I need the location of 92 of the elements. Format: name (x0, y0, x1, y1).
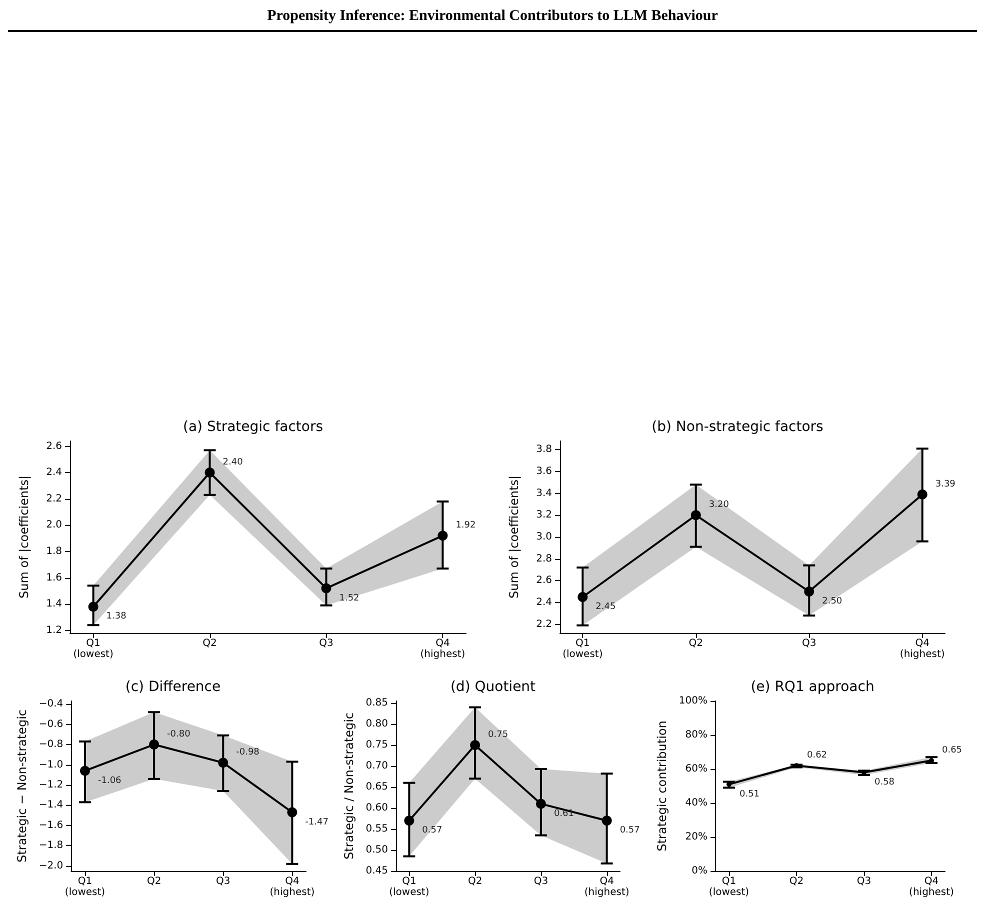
y-tick-label: 20% (685, 832, 708, 842)
y-tick-label: −1.6 (38, 820, 64, 831)
data-label: 0.58 (874, 777, 895, 788)
x-tick-label: Q4 (highest) (900, 638, 945, 660)
y-tick-label: 0.65 (366, 782, 388, 793)
x-tick-label: Q1 (lowest) (73, 638, 114, 660)
y-tick-label: 0.45 (366, 866, 388, 876)
y-tick-label: 2.2 (46, 493, 62, 504)
x-tick-label: Q2 (202, 638, 217, 649)
y-tick-label: −0.4 (38, 698, 64, 710)
y-tick-label: 3.4 (536, 488, 552, 499)
x-tick-label: Q4 (highest) (909, 876, 954, 898)
x-tick-label: Q4 (highest) (420, 638, 466, 660)
data-label: 0.61 (554, 808, 574, 819)
y-tick-label: 60% (685, 764, 708, 774)
y-tick-label: 0.85 (366, 698, 388, 709)
x-tick-label: Q2 (789, 876, 804, 887)
y-tick-label: 3.6 (536, 466, 552, 478)
data-label: -0.80 (167, 730, 191, 740)
text: Propensity Inference: Environmental Contributors to LLM Behaviour (267, 8, 718, 24)
y-tick-label: 2.6 (46, 440, 62, 452)
x-tick-label: Q3 (216, 876, 230, 887)
x-tick-label: Q2 (146, 876, 162, 887)
y-axis-title: Strategic − Non-strategic (15, 709, 29, 863)
x-tick-label: Q3 (319, 638, 334, 649)
y-tick-label: 3.2 (536, 510, 552, 521)
data-label: -0.98 (236, 748, 260, 758)
x-tick-label: Q2 (468, 876, 482, 887)
x-tick-label: Q2 (688, 638, 703, 649)
x-tick-label: Q3 (534, 876, 548, 887)
data-label: 3.39 (935, 479, 956, 490)
y-tick-label: 2.4 (46, 467, 62, 478)
y-tick-label: 3.8 (536, 444, 552, 456)
y-tick-label: −1.2 (38, 779, 64, 790)
x-tick-label: Q1 (lowest) (708, 876, 750, 898)
y-tick-label: 0.50 (366, 844, 388, 856)
data-label: 3.20 (708, 500, 730, 510)
y-tick-label: −0.8 (38, 739, 64, 750)
chart-title: (a) Strategic factors (183, 419, 323, 435)
data-label: 2.45 (596, 602, 616, 612)
data-label: 2.50 (822, 596, 842, 607)
x-tick-label: Q4 (highest) (584, 876, 630, 898)
y-axis-title: Strategic / Non-strategic (342, 712, 356, 860)
chart-title: (e) RQ1 approach (750, 679, 874, 695)
data-label: 1.92 (456, 520, 476, 531)
data-label: 1.52 (339, 593, 360, 604)
y-tick-label: −1.0 (38, 759, 64, 770)
y-tick-label: 0.55 (366, 824, 388, 835)
data-label: 0.62 (806, 750, 828, 761)
data-label: 2.40 (222, 458, 244, 468)
y-tick-label: 0% (692, 866, 708, 876)
y-tick-label: 2.4 (536, 596, 552, 608)
y-tick-label: −0.6 (38, 718, 64, 730)
y-tick-label: 2.6 (536, 575, 552, 586)
data-label: 0.51 (739, 789, 760, 800)
y-tick-label: 0.75 (366, 740, 388, 751)
y-tick-label: 3.0 (536, 532, 552, 542)
y-tick-label: 0.80 (366, 718, 388, 730)
y-axis-title: Sum of |coefficients| (17, 476, 31, 598)
y-tick-label: 2.0 (46, 520, 62, 531)
data-label: 0.57 (422, 826, 442, 836)
data-label: -1.47 (305, 817, 328, 828)
x-tick-label: Q1 (lowest) (562, 638, 603, 660)
y-tick-label: 0.70 (366, 760, 388, 772)
chart-title: (b) Non-strategic factors (652, 419, 824, 435)
y-tick-label: 100% (678, 696, 708, 706)
data-label: 0.65 (942, 746, 962, 756)
x-tick-label: Q1 (lowest) (64, 876, 106, 898)
y-tick-label: −2.0 (38, 860, 64, 872)
y-tick-label: 1.8 (46, 546, 62, 557)
y-tick-label: 40% (685, 798, 708, 808)
chart-title: (d) Quotient (450, 679, 536, 695)
data-label: 0.75 (488, 730, 508, 740)
x-tick-label: Q3 (802, 638, 816, 649)
y-tick-label: 80% (685, 730, 708, 740)
chart-title: (c) Difference (125, 679, 221, 695)
y-tick-label: −1.8 (38, 840, 64, 852)
y-tick-label: 2.8 (536, 553, 552, 564)
y-tick-label: 2.2 (536, 618, 552, 630)
x-tick-label: Q3 (856, 876, 872, 887)
data-label: 1.38 (106, 612, 127, 622)
y-axis-title: Strategic contribution (655, 720, 669, 852)
x-tick-label: Q4 (highest) (270, 876, 315, 898)
y-tick-label: 0.60 (366, 802, 388, 814)
y-tick-label: −1.4 (38, 800, 64, 811)
y-axis-title: Sum of |coefficients| (507, 476, 521, 598)
data-label: 0.57 (620, 826, 640, 836)
y-tick-label: 1.4 (46, 598, 62, 610)
y-tick-label: 1.2 (46, 624, 62, 636)
y-tick-label: 1.6 (46, 572, 62, 584)
x-tick-label: Q1 (lowest) (389, 876, 430, 898)
data-label: -1.06 (98, 776, 122, 786)
